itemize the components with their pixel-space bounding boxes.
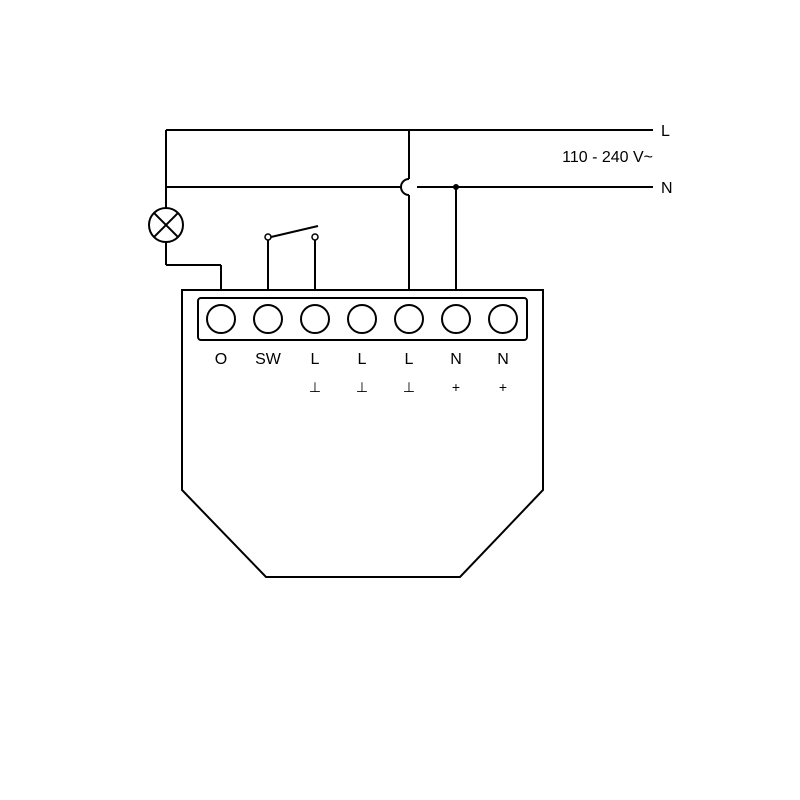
terminal-label-3: L <box>358 351 367 368</box>
terminal-sub-2: ⊥ <box>309 379 321 395</box>
terminal-sub-6: + <box>499 379 507 395</box>
terminal-4 <box>395 305 423 333</box>
wiring-diagram: L N 110 - 240 V~ O SW L ⊥ L ⊥ L ⊥ N + N + <box>0 0 800 800</box>
terminal-5 <box>442 305 470 333</box>
switch-contact-left <box>265 234 271 240</box>
terminal-label-6: N <box>497 351 509 368</box>
terminal-sub-5: + <box>452 379 460 395</box>
switch-contact-right <box>312 234 318 240</box>
terminal-sub-3: ⊥ <box>356 379 368 395</box>
label-voltage: 110 - 240 V~ <box>562 149 653 166</box>
label-l: L <box>661 123 670 140</box>
terminal-label-2: L <box>311 351 320 368</box>
terminal-label-4: L <box>405 351 414 368</box>
label-n: N <box>661 180 673 197</box>
terminal-1 <box>254 305 282 333</box>
terminal-label-0: O <box>215 351 227 368</box>
terminal-2 <box>301 305 329 333</box>
terminal-6 <box>489 305 517 333</box>
junction-n <box>453 184 459 190</box>
terminal-0 <box>207 305 235 333</box>
terminal-label-1: SW <box>255 351 282 368</box>
terminal-label-5: N <box>450 351 462 368</box>
terminal-sub-4: ⊥ <box>403 379 415 395</box>
terminal-3 <box>348 305 376 333</box>
